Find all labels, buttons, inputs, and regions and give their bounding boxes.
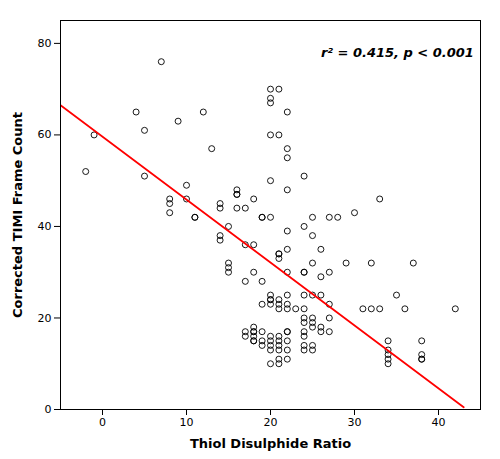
svg-text:Corrected TIMI Frame Count: Corrected TIMI Frame Count xyxy=(10,112,25,318)
svg-text:10: 10 xyxy=(180,416,194,429)
svg-text:0: 0 xyxy=(45,403,52,416)
svg-text:0: 0 xyxy=(99,416,106,429)
svg-text:40: 40 xyxy=(432,416,446,429)
svg-text:20: 20 xyxy=(264,416,278,429)
svg-text:80: 80 xyxy=(38,37,52,50)
svg-text:30: 30 xyxy=(348,416,362,429)
svg-text:Thiol Disulphide Ratio: Thiol Disulphide Ratio xyxy=(190,436,351,451)
svg-text:r² = 0.415, p < 0.001: r² = 0.415, p < 0.001 xyxy=(321,45,474,60)
svg-text:60: 60 xyxy=(38,128,52,141)
svg-text:40: 40 xyxy=(38,220,52,233)
svg-text:20: 20 xyxy=(38,311,52,324)
